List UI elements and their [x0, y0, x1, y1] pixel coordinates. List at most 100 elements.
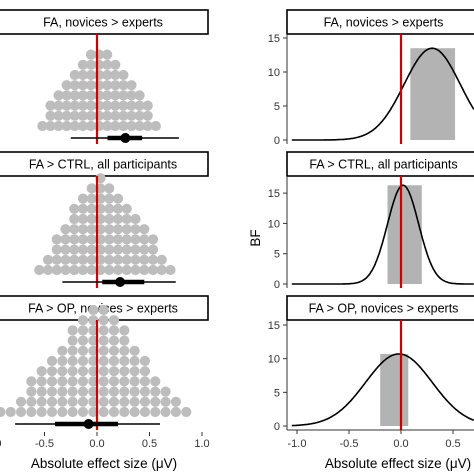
dot	[69, 110, 80, 121]
dot	[85, 59, 97, 70]
dot	[77, 335, 89, 346]
dot	[108, 386, 120, 397]
right-y-tick-label-1-0: 0	[274, 279, 280, 291]
dot	[104, 234, 115, 245]
dot	[36, 386, 47, 397]
dot	[77, 345, 89, 356]
dot	[108, 315, 120, 326]
dot	[57, 345, 68, 356]
dot	[98, 345, 109, 356]
dot	[88, 406, 99, 418]
dot	[112, 244, 124, 255]
dot	[98, 386, 109, 397]
right-y-tick-label-1-2: 10	[268, 218, 280, 230]
point-estimate-1	[115, 277, 126, 287]
right-strip-2	[286, 295, 474, 321]
dot	[53, 100, 64, 111]
right-strip-0	[286, 9, 474, 35]
dot	[85, 49, 97, 60]
dot	[42, 264, 54, 276]
dot	[46, 366, 58, 377]
dot	[53, 110, 64, 121]
left-strip-1	[0, 151, 209, 177]
dot	[129, 355, 140, 367]
right-x-tick-label-2: 0.0	[393, 438, 408, 450]
dot	[112, 264, 124, 276]
right-strip-1	[286, 151, 474, 177]
right-panel-2: FA > OP, novices > experts 0 5 10 15 -1.0 -0.5…	[268, 295, 474, 450]
right-y-axis-title: BF	[248, 229, 263, 246]
right-y-tick-label-2-1: 5	[274, 387, 280, 399]
dot	[46, 406, 58, 418]
dot	[98, 396, 109, 407]
dot	[102, 120, 113, 132]
dot	[139, 234, 150, 245]
dot	[134, 120, 145, 132]
dot	[110, 110, 121, 121]
dot	[57, 376, 68, 387]
right-strip-title-2: FA > OP, novices > experts	[309, 302, 459, 316]
dot	[112, 234, 124, 245]
right-strip-title-0: FA, novices > experts	[324, 16, 444, 30]
dot	[104, 183, 115, 194]
dot	[119, 325, 130, 336]
right-y-tick-label-0-1: 5	[274, 101, 280, 113]
right-y-tick-label-2-2: 10	[268, 354, 280, 366]
dot	[26, 396, 37, 407]
dot	[126, 80, 137, 91]
dot	[142, 110, 153, 121]
dot	[98, 355, 109, 367]
dot	[57, 406, 68, 418]
dot	[121, 254, 132, 265]
dot	[108, 335, 120, 346]
dot	[118, 100, 129, 111]
dot	[77, 325, 89, 336]
left-strip-title-0: FA, novices > experts	[43, 16, 163, 30]
dot	[130, 213, 141, 225]
dot	[121, 224, 132, 235]
dot	[150, 406, 161, 418]
dot	[85, 120, 97, 132]
dot	[165, 264, 176, 276]
dot	[45, 110, 56, 121]
dot	[45, 100, 56, 111]
dot	[26, 406, 37, 418]
dot	[69, 90, 80, 101]
dot	[108, 325, 120, 336]
dot	[42, 254, 54, 265]
dot	[77, 69, 88, 81]
dot	[77, 234, 89, 245]
dot	[67, 376, 78, 387]
dot	[119, 376, 130, 387]
right-y-tick-label-2-3: 15	[268, 320, 280, 332]
dot	[110, 90, 121, 101]
dot	[88, 355, 99, 367]
dot	[112, 254, 124, 265]
dot	[60, 234, 71, 245]
dot	[142, 100, 153, 111]
right-y-tick-label-0-2: 10	[268, 67, 280, 79]
right-x-tick-label-3: 0.5	[445, 438, 460, 450]
dot	[57, 386, 68, 397]
left-x-tick-label-2: 0.0	[89, 438, 104, 450]
dot	[57, 355, 68, 367]
dot	[77, 264, 89, 276]
dot	[102, 100, 113, 111]
dot	[67, 386, 78, 397]
dot	[104, 264, 115, 276]
dot	[160, 386, 171, 397]
dot	[53, 90, 64, 101]
dot	[170, 406, 182, 418]
dot	[77, 213, 89, 225]
left-panel-0: FA, novices > experts	[0, 9, 209, 144]
dot	[77, 244, 89, 255]
dot	[69, 213, 80, 225]
dot	[139, 376, 151, 387]
dot	[139, 355, 151, 367]
dot	[110, 59, 121, 70]
dot	[77, 120, 88, 132]
dot	[69, 244, 80, 255]
dot	[15, 406, 27, 418]
dot	[129, 406, 140, 418]
